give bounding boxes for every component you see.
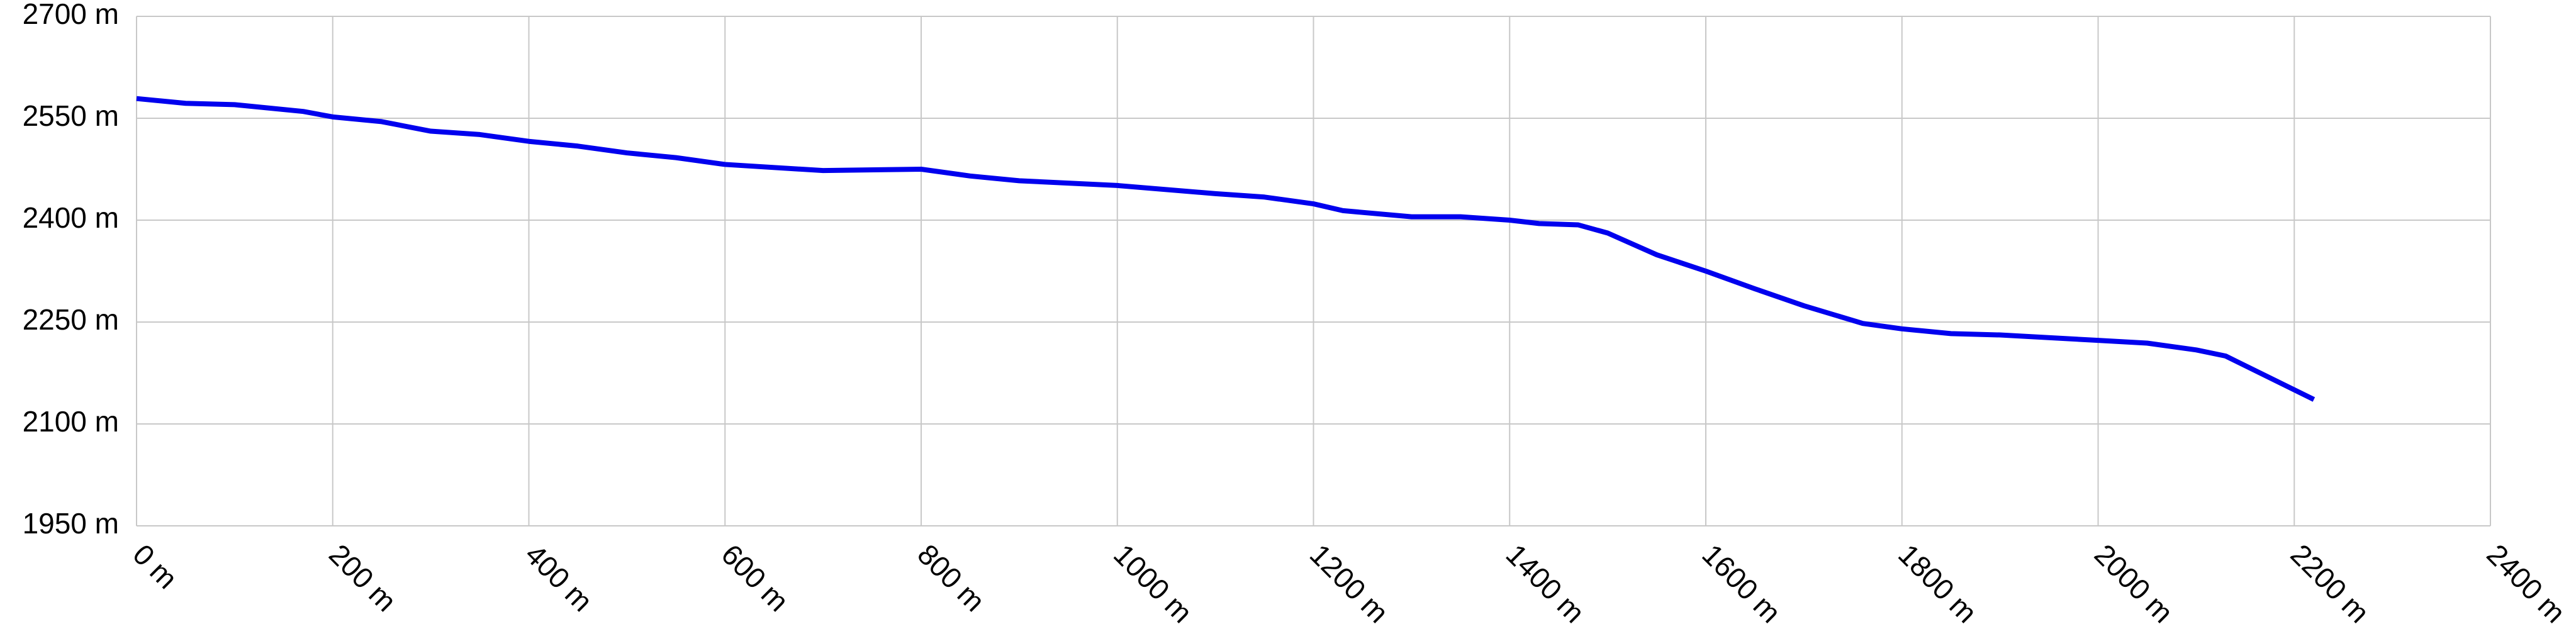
x-tick-label: 0 m [126, 538, 184, 595]
x-tick-label: 800 m [911, 538, 991, 618]
y-tick-label: 2100 m [23, 405, 119, 438]
y-tick-label: 1950 m [23, 507, 119, 540]
x-tick-label: 600 m [715, 538, 795, 618]
x-tick-label: 1200 m [1304, 538, 1395, 629]
x-tick-label: 400 m [519, 538, 599, 618]
y-tick-label: 2250 m [23, 303, 119, 336]
x-tick-label: 200 m [323, 538, 403, 618]
x-tick-label: 1000 m [1107, 538, 1199, 629]
elevation-line [136, 96, 2316, 402]
x-tick-label: 1800 m [1892, 538, 1983, 629]
x-tick-label: 2200 m [2285, 538, 2376, 629]
x-tick-label: 2000 m [2088, 538, 2180, 629]
x-tick-label: 1600 m [1696, 538, 1787, 629]
x-tick-label: 2400 m [2480, 538, 2572, 629]
x-tick-label: 1400 m [1500, 538, 1591, 629]
y-tick-label: 2550 m [23, 99, 119, 132]
y-tick-label: 2400 m [23, 201, 119, 234]
y-tick-label: 2700 m [23, 0, 119, 30]
